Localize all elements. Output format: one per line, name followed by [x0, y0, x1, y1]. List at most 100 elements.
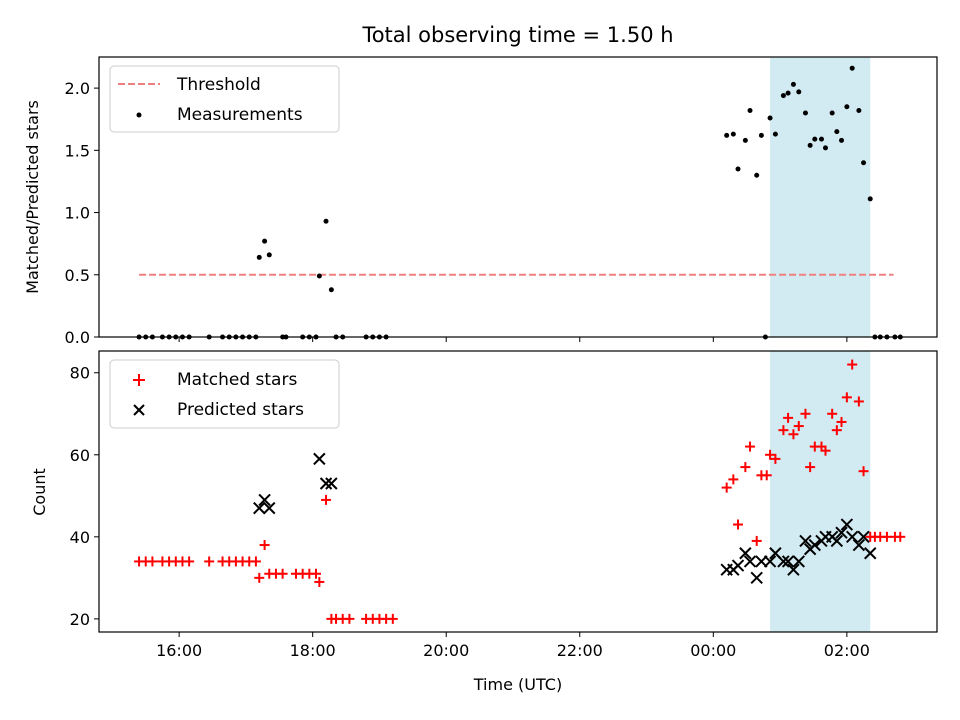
matched-star-point	[147, 556, 158, 567]
bottom-y-axis-label: Count	[30, 468, 49, 516]
matched-star-point	[836, 416, 847, 427]
predicted-star-point	[857, 530, 870, 544]
measurement-point	[849, 65, 855, 71]
legend-measurements-label: Measurements	[177, 105, 303, 125]
predicted-star-point	[313, 452, 326, 466]
bot-y-tick-label: 60	[70, 446, 90, 465]
predicted-star-point	[750, 571, 763, 585]
measurement-point	[834, 129, 840, 135]
top-y-tick-label: 1.0	[65, 204, 90, 223]
measurement-point	[867, 196, 873, 202]
x-tick-label: 18:00	[290, 641, 336, 660]
matched-star-point	[765, 449, 776, 460]
predicted-star-point	[263, 501, 276, 515]
matched-star-point	[277, 568, 288, 579]
measurement-point	[818, 136, 824, 142]
top-panel: 0.00.51.01.52.0 Matched/Predicted stars …	[23, 56, 938, 347]
measurement-point	[323, 218, 329, 224]
measurement-point	[812, 136, 818, 142]
x-tick-label: 16:00	[156, 641, 202, 660]
matched-star-point	[751, 535, 762, 546]
measurement-point	[856, 108, 862, 114]
legend-predicted-label: Predicted stars	[177, 400, 304, 420]
x-tick-label: 00:00	[690, 641, 736, 660]
measurement-point	[328, 287, 334, 293]
predicted-star-point	[258, 493, 271, 507]
measurement-point	[807, 142, 813, 148]
measurement-point	[861, 160, 867, 166]
measurement-point	[758, 132, 764, 138]
measurement-point	[256, 254, 262, 260]
matched-star-point	[831, 425, 842, 436]
predicted-star-point	[781, 555, 795, 568]
matched-star-point	[745, 441, 756, 452]
matched-star-point	[761, 470, 772, 481]
bottom-legend-box	[109, 359, 340, 429]
bot-y-tick-label: 80	[70, 364, 90, 383]
predicted-star-point	[763, 555, 777, 568]
measurement-point	[780, 93, 786, 99]
x-tick-label: 22:00	[557, 641, 603, 660]
predicted-star-point	[845, 530, 859, 544]
matched-star-point	[827, 408, 838, 419]
matched-star-point	[788, 429, 799, 440]
x-axis-label: Time (UTC)	[473, 675, 562, 694]
bottom-plot-frame	[98, 350, 938, 633]
measurement-point	[802, 110, 808, 116]
measurement-point	[790, 81, 796, 87]
matched-star-point	[733, 519, 744, 530]
matched-star-point	[204, 556, 215, 567]
predicted-star-point	[852, 538, 866, 552]
matched-star-point	[387, 613, 398, 624]
top-plot-frame	[98, 56, 938, 338]
matched-star-point	[259, 540, 270, 551]
top-y-tick-label: 0.5	[65, 266, 90, 285]
measurement-point	[829, 110, 835, 116]
top-legend-box	[109, 65, 340, 133]
matched-star-point	[858, 466, 869, 477]
predicted-star-point	[840, 518, 854, 531]
measurement-point	[262, 238, 268, 244]
predicted-star-point	[253, 501, 266, 515]
legend-predicted-swatch	[133, 404, 145, 416]
predicted-star-point	[799, 534, 812, 548]
matched-star-point	[895, 531, 906, 542]
predicted-star-point	[325, 477, 338, 490]
measurement-point	[747, 108, 753, 114]
matched-star-point	[783, 412, 794, 423]
matched-star-point	[254, 572, 265, 583]
predicted-star-point	[777, 555, 790, 568]
measurement-point	[735, 166, 741, 172]
measurement-point	[316, 273, 322, 279]
bot-y-tick-label: 40	[70, 528, 90, 547]
top-y-tick-label: 1.5	[65, 141, 90, 160]
top-y-tick-label: 0.0	[65, 328, 90, 347]
measurement-point	[266, 252, 272, 258]
measurement-point	[844, 104, 850, 110]
measurement-point	[772, 131, 778, 137]
matched-star-point	[778, 425, 789, 436]
legend-matched-swatch	[133, 374, 145, 386]
measurement-point	[767, 115, 773, 121]
bottom-legend: Matched stars Predicted stars	[109, 359, 340, 429]
matched-star-point	[820, 445, 831, 456]
matched-star-point	[721, 482, 732, 493]
matched-star-point	[847, 359, 858, 370]
top-highlight-band	[770, 57, 871, 337]
top-legend: Threshold Measurements	[109, 65, 340, 133]
matched-star-point	[311, 568, 322, 579]
bot-y-tick-label: 20	[70, 610, 90, 629]
matched-star-point	[770, 453, 781, 464]
bot-highlight-band	[770, 351, 871, 632]
top-y-axis-label: Matched/Predicted stars	[23, 100, 42, 294]
x-tick-label: 20:00	[423, 641, 469, 660]
predicted-star-point	[830, 534, 844, 548]
measurement-point	[822, 145, 828, 151]
measurement-point	[742, 137, 748, 143]
matched-star-point	[793, 421, 804, 432]
predicted-star-point	[731, 559, 745, 572]
matched-star-point	[740, 462, 751, 473]
matched-star-point	[853, 396, 864, 407]
matched-star-point	[314, 576, 325, 587]
